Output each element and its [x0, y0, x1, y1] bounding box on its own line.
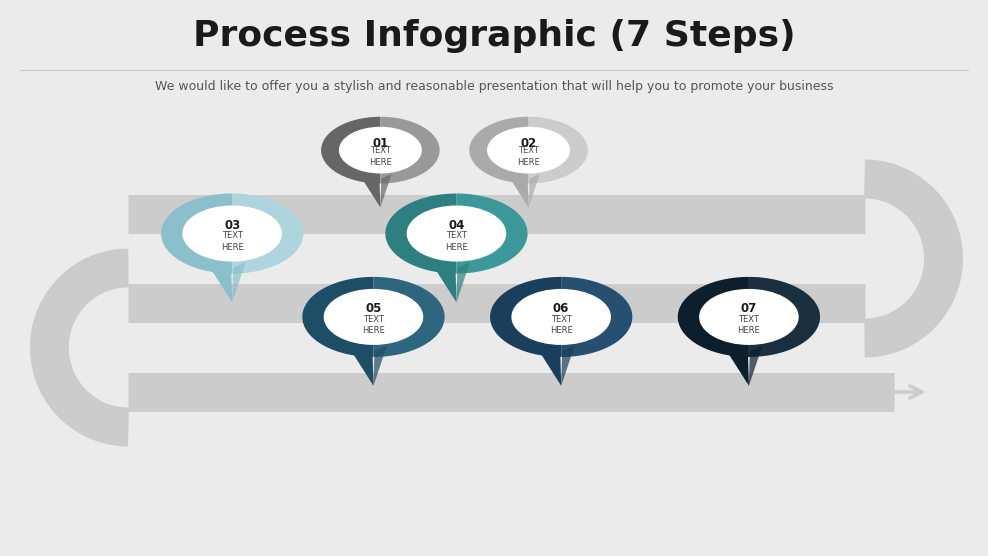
Polygon shape	[232, 193, 303, 274]
Text: 02: 02	[521, 137, 536, 150]
Circle shape	[700, 289, 798, 345]
Text: Process Infographic (7 Steps): Process Infographic (7 Steps)	[193, 19, 795, 53]
Text: 01: 01	[372, 137, 388, 150]
Polygon shape	[302, 277, 373, 357]
Polygon shape	[678, 277, 749, 357]
Polygon shape	[529, 117, 588, 183]
Polygon shape	[427, 256, 456, 302]
Polygon shape	[456, 193, 528, 274]
Polygon shape	[561, 277, 632, 357]
Polygon shape	[344, 339, 373, 386]
Polygon shape	[456, 262, 470, 302]
Text: 05: 05	[366, 302, 381, 315]
Polygon shape	[373, 277, 445, 357]
Text: 03: 03	[224, 219, 240, 232]
Text: TEXT
HERE: TEXT HERE	[369, 146, 392, 167]
Polygon shape	[232, 262, 246, 302]
Text: 04: 04	[449, 219, 464, 232]
Polygon shape	[380, 117, 440, 183]
Polygon shape	[490, 277, 561, 357]
Polygon shape	[529, 174, 539, 207]
Circle shape	[487, 127, 570, 173]
Polygon shape	[161, 193, 232, 274]
Text: TEXT
HERE: TEXT HERE	[517, 146, 540, 167]
Polygon shape	[203, 256, 232, 302]
Circle shape	[339, 127, 422, 173]
Polygon shape	[373, 346, 387, 386]
Polygon shape	[749, 346, 763, 386]
Text: 06: 06	[553, 302, 569, 315]
Polygon shape	[719, 339, 749, 386]
Polygon shape	[385, 193, 456, 274]
Polygon shape	[356, 168, 380, 207]
Polygon shape	[469, 117, 529, 183]
Polygon shape	[380, 174, 391, 207]
Text: TEXT
HERE: TEXT HERE	[445, 231, 468, 252]
Text: TEXT
HERE: TEXT HERE	[220, 231, 244, 252]
Text: 07: 07	[741, 302, 757, 315]
Polygon shape	[561, 346, 575, 386]
Polygon shape	[749, 277, 820, 357]
Text: TEXT
HERE: TEXT HERE	[549, 315, 573, 335]
Polygon shape	[532, 339, 561, 386]
Circle shape	[324, 289, 423, 345]
Text: TEXT
HERE: TEXT HERE	[737, 315, 761, 335]
Circle shape	[512, 289, 611, 345]
Polygon shape	[321, 117, 380, 183]
Circle shape	[183, 206, 282, 261]
Text: TEXT
HERE: TEXT HERE	[362, 315, 385, 335]
Polygon shape	[504, 168, 529, 207]
Text: We would like to offer you a stylish and reasonable presentation that will help : We would like to offer you a stylish and…	[155, 80, 833, 93]
Circle shape	[407, 206, 506, 261]
